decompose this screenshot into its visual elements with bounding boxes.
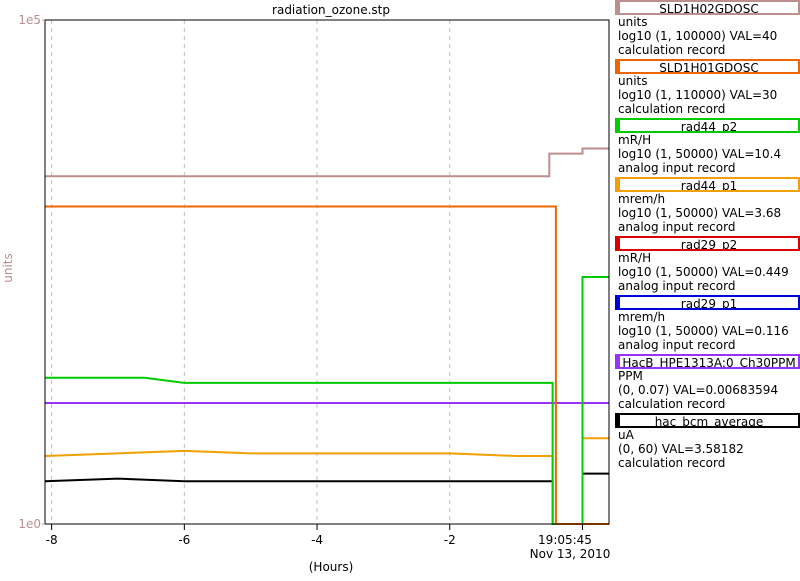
legend-record-type: analog input record (618, 220, 736, 234)
legend-units: units (618, 15, 648, 29)
series-line (44, 472, 609, 525)
chart-title: radiation_ozone.stp (272, 3, 390, 17)
legend-series-name[interactable]: HacB_HPE1313A:0_Ch30PPM (615, 354, 800, 369)
legend-record-type: calculation record (618, 102, 726, 116)
legend-units: mrem/h (618, 310, 666, 324)
legend-range: log10 (1, 100000) VAL=40 (618, 29, 778, 43)
legend-range: log10 (1, 110000) VAL=30 (618, 88, 778, 102)
legend-record-type: analog input record (618, 279, 736, 293)
legend-units: units (618, 74, 648, 88)
legend-units: mR/H (618, 251, 652, 265)
legend-range: (0, 0.07) VAL=0.00683594 (618, 383, 779, 397)
legend-range: log10 (1, 50000) VAL=10.4 (618, 147, 782, 161)
legend-item[interactable]: SLD1H02GDOSC units log10 (1, 100000) VAL=4… (615, 0, 800, 57)
plot-frame (44, 19, 610, 525)
legend-item[interactable]: rad44_p2 mR/H log10 (1, 50000) VAL=10.4 ana… (615, 118, 800, 175)
legend-record-type: analog input record (618, 338, 736, 352)
grid-lines (51, 20, 451, 524)
legend-item[interactable]: rad29_p2 mR/H log10 (1, 50000) VAL=0.449 an… (615, 236, 800, 293)
series-line (45, 147, 609, 178)
end-time-label: 19:05:45 (538, 533, 592, 547)
end-date-label: Nov 13, 2010 (530, 547, 611, 561)
legend-series-name[interactable]: rad29_p2 (615, 236, 800, 251)
legend-record-type: analog input record (618, 161, 736, 175)
x-axis-label: (Hours) (309, 560, 354, 574)
legend-units: mrem/h (618, 192, 666, 206)
legend-range: log10 (1, 50000) VAL=0.116 (618, 324, 789, 338)
legend-item[interactable]: rad29_p1 mrem/h log10 (1, 50000) VAL=0.116… (615, 295, 800, 352)
y-tick-label-top: 1e5 (18, 13, 41, 27)
legend-item[interactable]: hac_bcm_average uA (0, 60) VAL=3.58182 calc… (615, 413, 800, 470)
legend-record-type: calculation record (618, 43, 726, 57)
legend-series-name[interactable]: rad44_p1 (615, 177, 800, 192)
legend-range: log10 (1, 50000) VAL=3.68 (618, 206, 782, 220)
x-tick-label: -6 (178, 533, 190, 547)
legend-units: mR/H (618, 133, 652, 147)
legend-series-name[interactable]: SLD1H02GDOSC (615, 0, 800, 15)
legend-series-name[interactable]: rad44_p2 (615, 118, 800, 133)
legend-range: log10 (1, 50000) VAL=0.449 (618, 265, 789, 279)
chart-svg: radiation_ozone.stp units (Hours) 19:05:… (1, 3, 611, 574)
x-tick-label: -4 (311, 533, 323, 547)
series-layer (44, 147, 609, 525)
legend-series-name[interactable]: SLD1H01GDOSC (615, 59, 800, 74)
x-tick-label: -2 (444, 533, 456, 547)
axes: -8 -6 -4 -2 1e5 1e0 (18, 13, 610, 547)
chart-area: radiation_ozone.stp units (Hours) 19:05:… (1, 3, 611, 574)
x-tick-label: -8 (46, 533, 58, 547)
legend-units: uA (618, 428, 634, 442)
series-line (45, 276, 609, 525)
legend-series-name[interactable]: hac_bcm_average (615, 413, 800, 428)
y-axis-label: units (1, 253, 15, 283)
legend-record-type: calculation record (618, 456, 726, 470)
y-tick-label-bottom: 1e0 (18, 517, 41, 531)
legend-range: (0, 60) VAL=3.58182 (618, 442, 744, 456)
legend-item[interactable]: HacB_HPE1313A:0_Ch30PPM PPM (0, 0.07) VAL=… (615, 354, 800, 411)
series-line (45, 205, 609, 525)
legend: SLD1H02GDOSC units log10 (1, 100000) VAL=4… (615, 0, 800, 472)
legend-item[interactable]: SLD1H01GDOSC units log10 (1, 110000) VAL=3… (615, 59, 800, 116)
legend-item[interactable]: rad44_p1 mrem/h log10 (1, 50000) VAL=3.68 a… (615, 177, 800, 234)
legend-units: PPM (618, 369, 643, 383)
legend-record-type: calculation record (618, 397, 726, 411)
legend-series-name[interactable]: rad29_p1 (615, 295, 800, 310)
